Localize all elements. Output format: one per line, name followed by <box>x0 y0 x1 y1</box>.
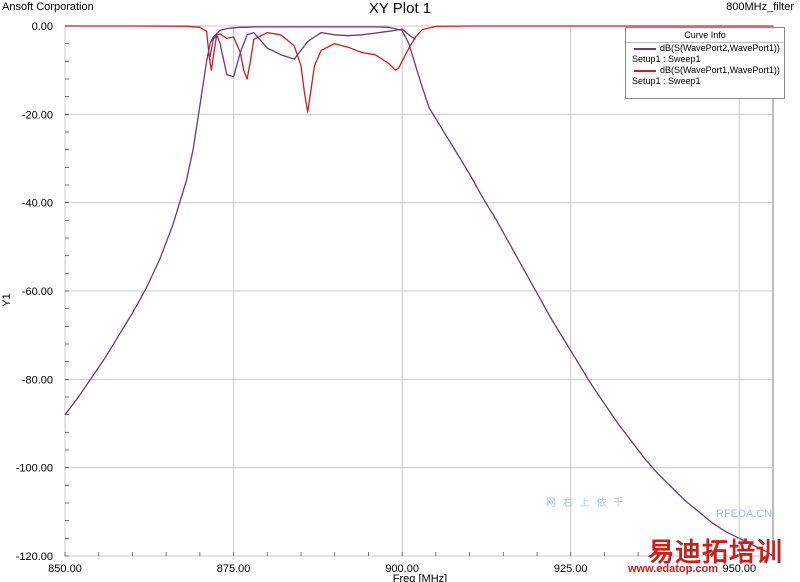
watermark-small-text: 网 右 上 依 千 <box>546 498 626 509</box>
legend-swatch-s11 <box>634 70 656 72</box>
curve-info-legend[interactable]: Curve Info dB(S(WavePort2,WavePort1)) Se… <box>625 27 785 99</box>
y-tick-label: -80.00 <box>22 374 53 386</box>
plot-title: XY Plot 1 <box>368 0 432 17</box>
y-axis-label: Y1 <box>1 293 13 306</box>
legend-setup-s21: Setup1 : Sweep1 <box>632 54 701 64</box>
company-name: Ansoft Corporation <box>2 1 94 13</box>
project-name: 800MHz_filter <box>726 1 794 13</box>
y-tick-label: -120.00 <box>16 551 53 563</box>
x-tick-label: 850.00 <box>48 563 82 575</box>
y-tick-label: -40.00 <box>22 198 53 210</box>
y-tick-label: -60.00 <box>22 286 53 298</box>
watermark-brand: 易迪拓培训 <box>648 537 784 567</box>
y-tick-label: -20.00 <box>22 109 53 121</box>
y-tick-label: 0.00 <box>32 21 53 33</box>
x-tick-label: 875.00 <box>217 563 251 575</box>
x-tick-label: 900.00 <box>385 563 419 575</box>
y-tick-label: -100.00 <box>16 463 53 475</box>
legend-label-s11: dB(S(WavePort1,WavePort1)) <box>660 65 780 75</box>
watermark-url: www.edatop.com <box>628 563 719 575</box>
x-tick-label: 925.00 <box>554 563 588 575</box>
legend-label-s21: dB(S(WavePort2,WavePort1)) <box>660 43 780 53</box>
legend-title: Curve Info <box>626 28 784 43</box>
series-line-2 <box>209 28 416 78</box>
x-tick-label: 950.00 <box>722 563 756 575</box>
watermark-site: RFEDA.CN <box>716 508 773 520</box>
legend-item-s11[interactable]: dB(S(WavePort1,WavePort1)) <box>626 65 784 76</box>
x-axis-label: Freq [MHz] <box>393 573 447 582</box>
legend-item-s21[interactable]: dB(S(WavePort2,WavePort1)) <box>626 43 784 54</box>
series-line-1 <box>65 25 773 113</box>
series-line-0 <box>64 26 774 557</box>
minor-ticks <box>64 25 774 557</box>
legend-setup-s11: Setup1 : Sweep1 <box>632 76 701 86</box>
legend-swatch-s21 <box>634 48 656 50</box>
series-layer <box>64 25 774 557</box>
tick-labels: 0.00 -20.00 -40.00 -60.00 -80.00 -100.00 -120.… <box>16 21 756 575</box>
